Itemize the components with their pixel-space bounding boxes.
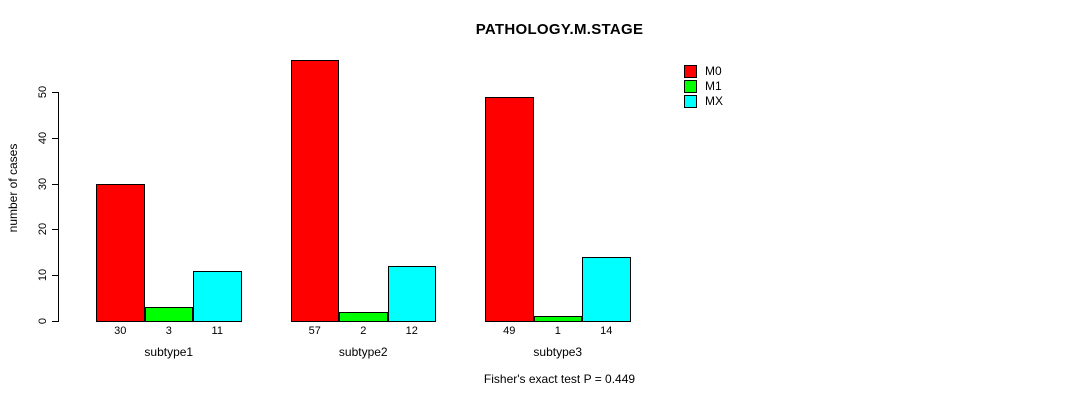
legend-item-m0: M0 bbox=[684, 64, 723, 79]
bar-mx-subtype3 bbox=[582, 257, 631, 322]
legend-item-mx: MX bbox=[684, 94, 723, 109]
bar-m1-subtype2 bbox=[339, 312, 388, 322]
y-tick-mark bbox=[52, 92, 59, 93]
legend-swatch-mx bbox=[684, 95, 697, 108]
bar-value-label: 2 bbox=[360, 325, 367, 337]
legend-label: M0 bbox=[705, 64, 722, 78]
bar-m0-subtype1 bbox=[96, 184, 145, 322]
legend-swatch-m0 bbox=[684, 65, 697, 78]
bar-value-label: 11 bbox=[211, 325, 223, 337]
legend-label: MX bbox=[705, 94, 723, 108]
bar-value-label: 30 bbox=[114, 325, 127, 337]
bar-value-label: 12 bbox=[405, 325, 418, 337]
x-category-label-subtype3: subtype3 bbox=[533, 345, 583, 359]
bar-m1-subtype3 bbox=[534, 316, 582, 322]
y-axis-label: number of cases bbox=[6, 143, 20, 233]
bar-mx-subtype1 bbox=[193, 271, 242, 322]
y-tick-label: 30 bbox=[37, 177, 49, 191]
y-tick-label: 20 bbox=[37, 222, 49, 236]
bar-value-label: 1 bbox=[554, 325, 561, 337]
legend: M0 M1 MX bbox=[684, 64, 723, 109]
y-tick-label: 50 bbox=[37, 85, 49, 99]
x-category-label-subtype1: subtype1 bbox=[144, 345, 194, 359]
bar-value-label: 57 bbox=[308, 325, 321, 337]
y-tick-mark bbox=[52, 229, 59, 230]
legend-swatch-m1 bbox=[684, 80, 697, 93]
y-tick-label: 0 bbox=[37, 317, 49, 325]
y-axis-line bbox=[58, 92, 59, 322]
bar-value-label: 3 bbox=[165, 325, 172, 337]
y-tick-label: 40 bbox=[37, 131, 49, 145]
y-tick-label: 10 bbox=[37, 268, 49, 282]
y-tick-mark bbox=[52, 138, 59, 139]
bar-m0-subtype3 bbox=[485, 97, 534, 322]
x-category-label-subtype2: subtype2 bbox=[338, 345, 388, 359]
y-tick-mark bbox=[52, 321, 59, 322]
y-tick-mark bbox=[52, 275, 59, 276]
bar-m1-subtype1 bbox=[145, 307, 193, 322]
legend-item-m1: M1 bbox=[684, 79, 723, 94]
bar-value-label: 14 bbox=[600, 325, 613, 337]
fisher-test-annotation: Fisher's exact test P = 0.449 bbox=[483, 372, 636, 386]
bar-mx-subtype2 bbox=[388, 266, 436, 322]
legend-label: M1 bbox=[705, 79, 722, 93]
chart-title: PATHOLOGY.M.STAGE bbox=[475, 21, 644, 38]
bar-m0-subtype2 bbox=[291, 60, 339, 322]
bar-value-label: 49 bbox=[503, 325, 516, 337]
y-tick-mark bbox=[52, 184, 59, 185]
